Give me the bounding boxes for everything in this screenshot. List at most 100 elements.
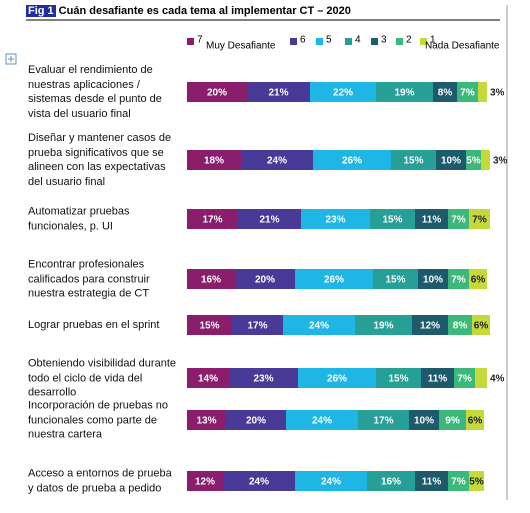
legend-swatch (420, 38, 427, 45)
value-label: 21% (259, 215, 279, 226)
chart-title-block: Fig 1 Cuán desafiante es cada tema al imp… (26, 5, 351, 17)
value-label: 11% (422, 477, 442, 488)
bar-segment (439, 410, 466, 430)
legend-swatch (345, 38, 352, 45)
bar-segment (238, 209, 301, 229)
bar-segment (448, 209, 469, 229)
bar-segment (187, 82, 247, 102)
value-label: 24% (249, 477, 269, 488)
value-label: 9% (445, 416, 460, 427)
bar-segment (466, 150, 481, 170)
bar-segment (247, 82, 310, 102)
bar-segment (469, 471, 484, 491)
category-label: Diseñar y mantener casos de prueba signi… (28, 132, 172, 188)
value-label: 24% (309, 321, 329, 332)
value-label: 11% (422, 215, 442, 226)
bar-segment (187, 150, 241, 170)
bar-segment (358, 410, 409, 430)
value-label: 21% (268, 88, 288, 99)
bar-segment (232, 315, 283, 335)
value-label: 5% (466, 156, 481, 167)
value-label: 10% (423, 275, 443, 286)
value-label: 7% (457, 374, 472, 385)
value-label: 10% (441, 156, 461, 167)
bar-segment (415, 209, 448, 229)
bar-segment (187, 269, 235, 289)
value-label: 15% (403, 156, 423, 167)
value-label: 23% (253, 374, 273, 385)
bar-segment (421, 368, 454, 388)
bar-segment (241, 150, 313, 170)
bar-segment (313, 150, 391, 170)
value-label: 17% (247, 321, 267, 332)
value-label: 6% (471, 275, 486, 286)
bar-segment (295, 269, 373, 289)
legend-swatch (290, 38, 297, 45)
bar-segment (226, 410, 286, 430)
value-label: 20% (255, 275, 275, 286)
value-label: 3% (493, 156, 508, 167)
bar-segment (418, 269, 448, 289)
legend-swatch (187, 38, 194, 45)
bar-segment (391, 150, 436, 170)
value-label: 17% (373, 416, 393, 427)
bar-segment (448, 269, 469, 289)
bar-segment (223, 471, 295, 491)
value-label: 7% (460, 88, 475, 99)
bar-segment (286, 410, 358, 430)
value-label: 20% (207, 88, 227, 99)
chart-title: Cuán desafiante es cada tema al implemen… (58, 5, 351, 17)
value-label: 7% (451, 275, 466, 286)
value-label: 24% (321, 477, 341, 488)
category-label: Encontrar profesionales calificados para… (28, 258, 150, 300)
bar-segment (376, 82, 433, 102)
value-label: 11% (428, 374, 448, 385)
bar-segment (367, 471, 415, 491)
category-label: Evaluar el rendimiento de nuestras aplic… (28, 64, 162, 120)
bar-segment (433, 82, 457, 102)
legend-swatch (396, 38, 403, 45)
bar-segment (376, 368, 421, 388)
category-label: Lograr pruebas en el sprint (28, 318, 160, 331)
bar-segment (481, 150, 490, 170)
bar-segment (448, 315, 472, 335)
legend-left-label: Muy Desafiante (206, 41, 276, 52)
bar-segment (409, 410, 439, 430)
bar-segment (469, 209, 490, 229)
bar-segment (187, 471, 223, 491)
legend-label: 3 (381, 35, 387, 46)
value-label: 26% (342, 156, 362, 167)
value-label: 26% (324, 275, 344, 286)
bar-segment (187, 368, 229, 388)
bar-segment (355, 315, 412, 335)
legend-swatch (371, 38, 378, 45)
value-label: 3% (490, 88, 505, 99)
bar-segment (415, 471, 448, 491)
bar-segment (301, 209, 370, 229)
value-label: 26% (327, 374, 347, 385)
bar-segment (472, 315, 490, 335)
bar-segment (310, 82, 376, 102)
value-label: 22% (333, 88, 353, 99)
legend-label: 1 (430, 35, 436, 46)
value-label: 6% (474, 321, 489, 332)
category-label: Incorporación de pruebas no funcionales … (28, 399, 169, 441)
value-label: 15% (199, 321, 219, 332)
bar-segment (298, 368, 376, 388)
value-label: 15% (385, 275, 405, 286)
bar-segment (436, 150, 466, 170)
value-label: 18% (204, 156, 224, 167)
value-label: 19% (373, 321, 393, 332)
category-label: Acceso a entornos de prueba y datos de p… (28, 467, 172, 495)
legend-right-label: Nada Desafiante (425, 41, 500, 52)
value-label: 12% (195, 477, 215, 488)
bar-segment (478, 82, 487, 102)
value-label: 12% (420, 321, 440, 332)
bar-segment (469, 269, 487, 289)
bar-segment (466, 410, 484, 430)
value-label: 24% (312, 416, 332, 427)
value-label: 7% (472, 215, 487, 226)
value-label: 4% (490, 374, 505, 385)
